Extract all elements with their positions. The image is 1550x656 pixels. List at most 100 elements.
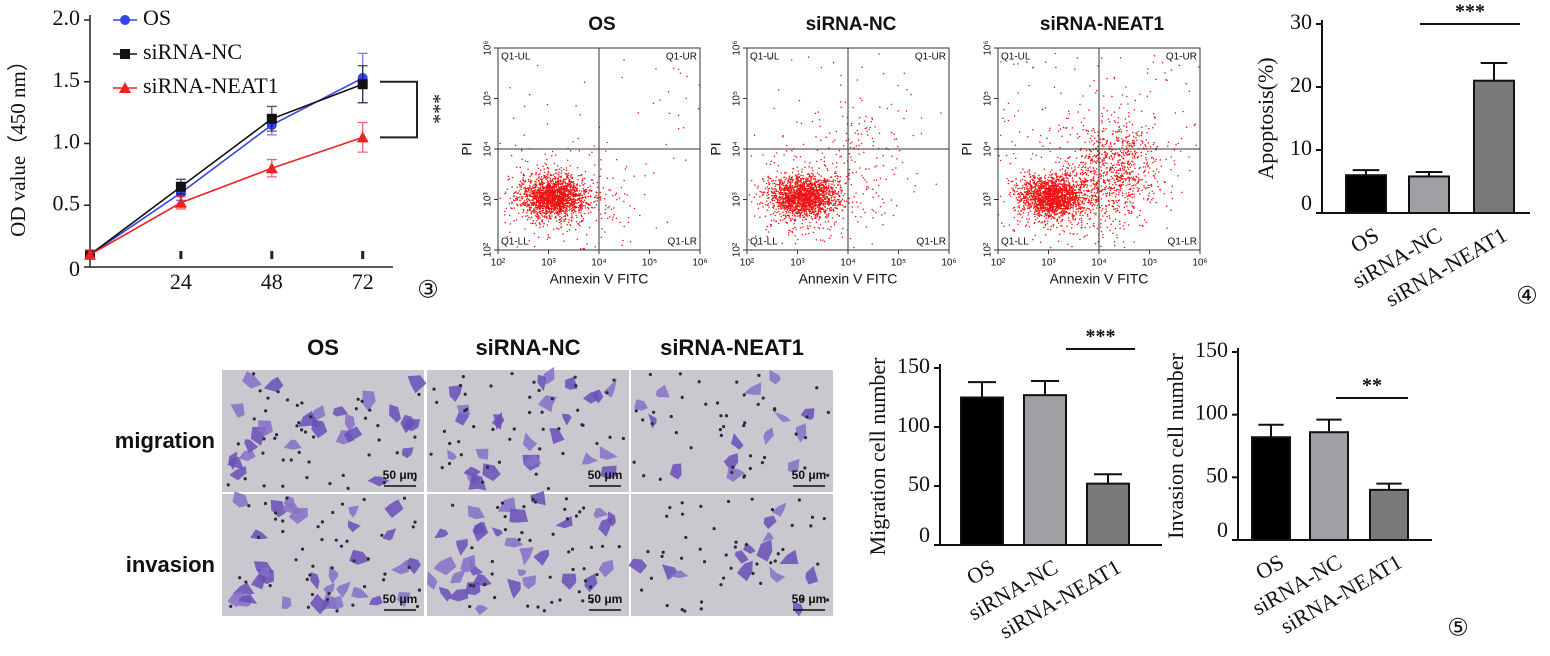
flow-event — [820, 158, 822, 161]
flow-event — [834, 175, 836, 178]
flow-event — [778, 179, 780, 181]
flow-event — [554, 183, 557, 185]
flow-event — [1045, 207, 1047, 209]
flow-event — [547, 170, 550, 173]
flow-event — [565, 189, 567, 192]
flow-event — [800, 170, 803, 173]
flow-event — [584, 212, 586, 215]
flow-event — [564, 200, 566, 202]
flow-event — [577, 137, 580, 140]
flow-event — [788, 175, 791, 177]
flow-event — [885, 178, 888, 180]
flow-event — [558, 171, 560, 174]
flow-event — [551, 210, 554, 213]
flow-event — [629, 205, 631, 207]
flow-event — [533, 208, 536, 211]
flow-event — [550, 203, 552, 206]
flow-event — [803, 210, 806, 213]
flow-event — [771, 194, 774, 197]
flow-event — [806, 213, 808, 216]
marker — [266, 113, 277, 124]
flow-event — [836, 193, 838, 196]
flow-event — [794, 226, 796, 229]
flow-event — [779, 189, 782, 192]
flow-event — [529, 199, 531, 202]
flow-event — [580, 206, 583, 209]
flow-event — [777, 89, 780, 91]
flow-event — [534, 180, 536, 183]
flow-event — [787, 180, 790, 183]
flow-event — [1033, 213, 1036, 215]
flow-event — [503, 214, 506, 216]
flow-event — [551, 179, 554, 181]
flow-event — [761, 202, 764, 205]
flow-event — [823, 197, 825, 199]
flow-event — [541, 211, 544, 214]
flow-event — [566, 210, 568, 212]
flow-event — [549, 237, 551, 239]
flow-event — [603, 197, 606, 200]
flow-event — [861, 66, 863, 68]
flow-event — [803, 180, 805, 183]
flow-event — [786, 188, 789, 190]
flow-event — [527, 168, 529, 170]
flow-event — [579, 221, 581, 223]
flow-event — [784, 214, 786, 216]
flow-event — [878, 132, 881, 135]
y-tick-label: 0 — [69, 256, 80, 281]
flow-event — [851, 206, 853, 208]
flow-event — [543, 168, 545, 170]
flow-event — [865, 168, 867, 170]
flow-event — [608, 206, 610, 208]
flow-event — [520, 188, 522, 191]
flow-event — [831, 217, 834, 219]
flow-event — [562, 195, 565, 198]
flow-event — [773, 182, 776, 185]
flow-event — [572, 186, 575, 189]
flow-event — [858, 116, 861, 119]
flow-event — [618, 197, 621, 199]
flow-event — [541, 194, 544, 197]
flow-event — [843, 192, 846, 195]
flow-event — [555, 211, 557, 214]
flow-event — [652, 102, 655, 104]
flow-event — [544, 206, 547, 209]
flow-event — [809, 186, 812, 188]
flow-event — [590, 211, 592, 213]
flow-event — [530, 180, 533, 183]
flow-event — [576, 238, 579, 240]
flow-event — [820, 193, 823, 196]
flow-event — [584, 196, 587, 198]
flow-event — [779, 219, 782, 222]
flow-event — [533, 211, 535, 214]
flow-event — [804, 213, 806, 215]
quadrant-label: Q1-LR — [668, 237, 697, 248]
flow-event — [783, 207, 785, 209]
flow-event — [800, 122, 803, 125]
flow-event — [832, 179, 835, 181]
flow-event — [582, 178, 584, 180]
flow-event — [834, 202, 837, 205]
flow-event — [807, 56, 810, 58]
flow-event — [599, 191, 602, 194]
flow-event — [569, 180, 572, 183]
flow-event — [540, 212, 542, 215]
flow-event — [563, 178, 565, 180]
flow-event — [816, 199, 819, 202]
flow-event — [828, 237, 831, 239]
flow-event — [816, 189, 818, 192]
quadrant-label: Q1-UL — [501, 52, 531, 63]
flow-event — [829, 206, 832, 209]
flow-event — [520, 184, 522, 187]
flow-event — [606, 141, 608, 144]
flow-event — [569, 192, 572, 194]
flow-event — [789, 184, 792, 187]
flow-event — [827, 215, 829, 218]
flow-event — [540, 175, 543, 178]
flow-event — [768, 177, 771, 179]
flow-event — [906, 89, 908, 91]
flow-event — [533, 186, 536, 189]
flow-event — [560, 189, 563, 191]
flow-event — [556, 195, 559, 197]
flow-event — [893, 133, 895, 135]
